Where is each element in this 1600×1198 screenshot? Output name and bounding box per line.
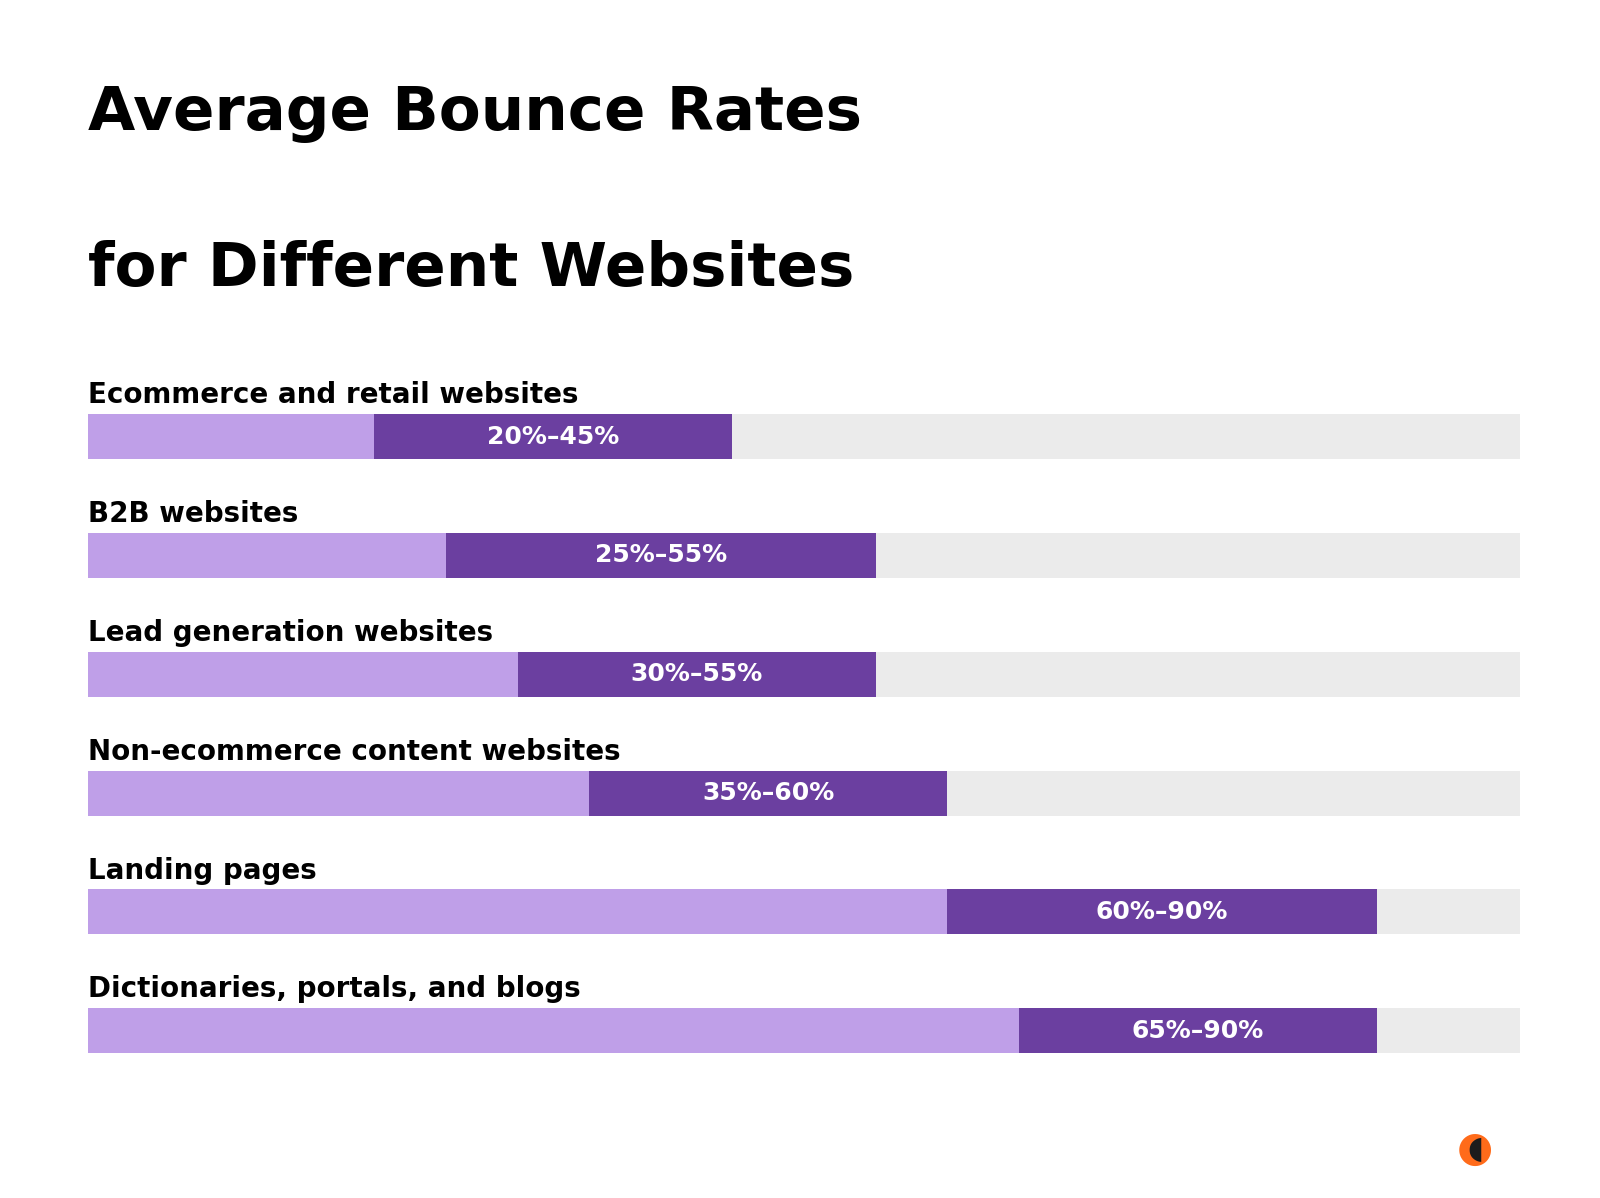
Bar: [518, 652, 875, 697]
Text: 30%–55%: 30%–55%: [630, 662, 763, 686]
Text: 35%–60%: 35%–60%: [702, 781, 834, 805]
Text: 25%–55%: 25%–55%: [595, 544, 726, 568]
Bar: [88, 770, 1520, 816]
Text: Ecommerce and retail websites: Ecommerce and retail websites: [88, 381, 579, 410]
Text: for Different Websites: for Different Websites: [88, 240, 854, 298]
Bar: [589, 770, 947, 816]
Text: Non-ecommerce content websites: Non-ecommerce content websites: [88, 738, 621, 766]
Bar: [88, 889, 947, 934]
Text: B2B websites: B2B websites: [88, 500, 298, 528]
Text: ●: ●: [1458, 1127, 1493, 1170]
Bar: [88, 415, 1520, 459]
Bar: [88, 889, 1520, 934]
Bar: [1019, 1008, 1378, 1053]
Bar: [88, 770, 589, 816]
Text: Average Bounce Rates: Average Bounce Rates: [88, 84, 862, 143]
Text: Dictionaries, portals, and blogs: Dictionaries, portals, and blogs: [88, 975, 581, 1004]
Bar: [88, 415, 374, 459]
Text: semrush.com: semrush.com: [61, 1137, 230, 1161]
Text: 65%–90%: 65%–90%: [1131, 1018, 1264, 1042]
Text: Lead generation websites: Lead generation websites: [88, 619, 493, 647]
Text: ◖: ◖: [1467, 1135, 1483, 1163]
Bar: [446, 533, 875, 579]
Bar: [88, 1008, 1520, 1053]
Bar: [88, 652, 518, 697]
Text: 20%–45%: 20%–45%: [488, 424, 619, 449]
Bar: [88, 533, 446, 579]
Bar: [88, 652, 1520, 697]
Bar: [374, 415, 733, 459]
Bar: [88, 533, 1520, 579]
Bar: [947, 889, 1378, 934]
Bar: [88, 1008, 1019, 1053]
Text: SEMRUSH: SEMRUSH: [1358, 1132, 1544, 1166]
Text: 60%–90%: 60%–90%: [1096, 900, 1229, 924]
Text: Landing pages: Landing pages: [88, 857, 317, 884]
